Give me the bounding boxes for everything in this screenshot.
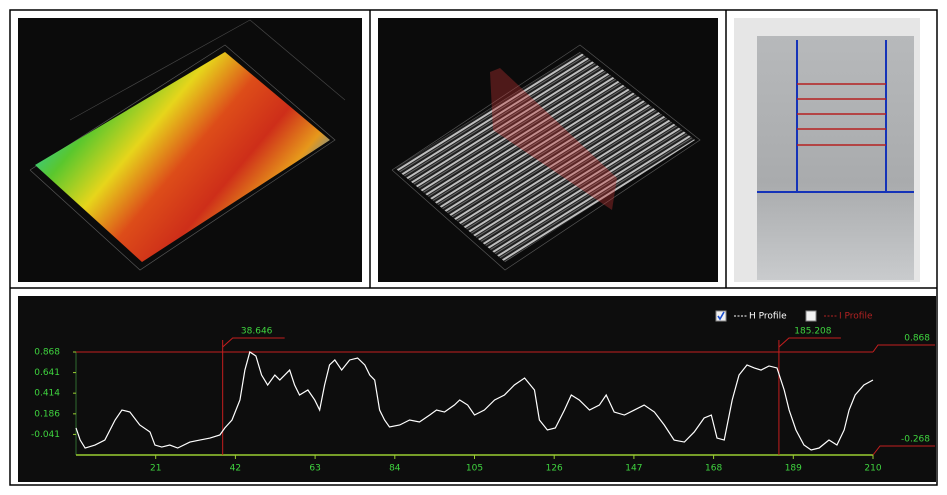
- legend-label: I Profile: [839, 312, 873, 322]
- x-tick-label: 126: [546, 464, 563, 474]
- y-tick-label: -0.041: [31, 430, 60, 440]
- x-tick-label: 105: [466, 464, 483, 474]
- surface-plot-grey: [378, 18, 718, 282]
- sample-photo: [734, 18, 920, 282]
- page: {"chart_data": {"type": "line", "xlim": …: [0, 0, 947, 495]
- marker-label: 0.868: [904, 334, 930, 344]
- marker-label: 38.646: [241, 327, 273, 337]
- x-tick-label: 210: [864, 464, 881, 474]
- y-tick-label: 0.186: [34, 409, 60, 419]
- surface-plot-color: [18, 18, 362, 282]
- x-tick-label: 147: [625, 464, 642, 474]
- marker-label: 185.208: [794, 327, 831, 337]
- y-tick-label: 0.414: [34, 389, 60, 399]
- figure: 0.868 0.641 0.414 0.186 -0.041 21 42 63 84 105 126…: [0, 0, 947, 495]
- y-tick-label: 0.868: [34, 348, 60, 358]
- x-tick-label: 42: [230, 464, 241, 474]
- x-tick-label: 21: [150, 464, 161, 474]
- marker-label: -0.268: [901, 435, 930, 445]
- legend-checkbox[interactable]: [806, 311, 816, 321]
- x-tick-label: 189: [785, 464, 802, 474]
- legend-label: H Profile: [749, 312, 787, 322]
- y-tick-label: 0.641: [34, 368, 60, 378]
- x-tick-label: 168: [705, 464, 722, 474]
- x-tick-label: 63: [309, 464, 320, 474]
- chart-background: [18, 296, 936, 482]
- x-tick-label: 84: [389, 464, 401, 474]
